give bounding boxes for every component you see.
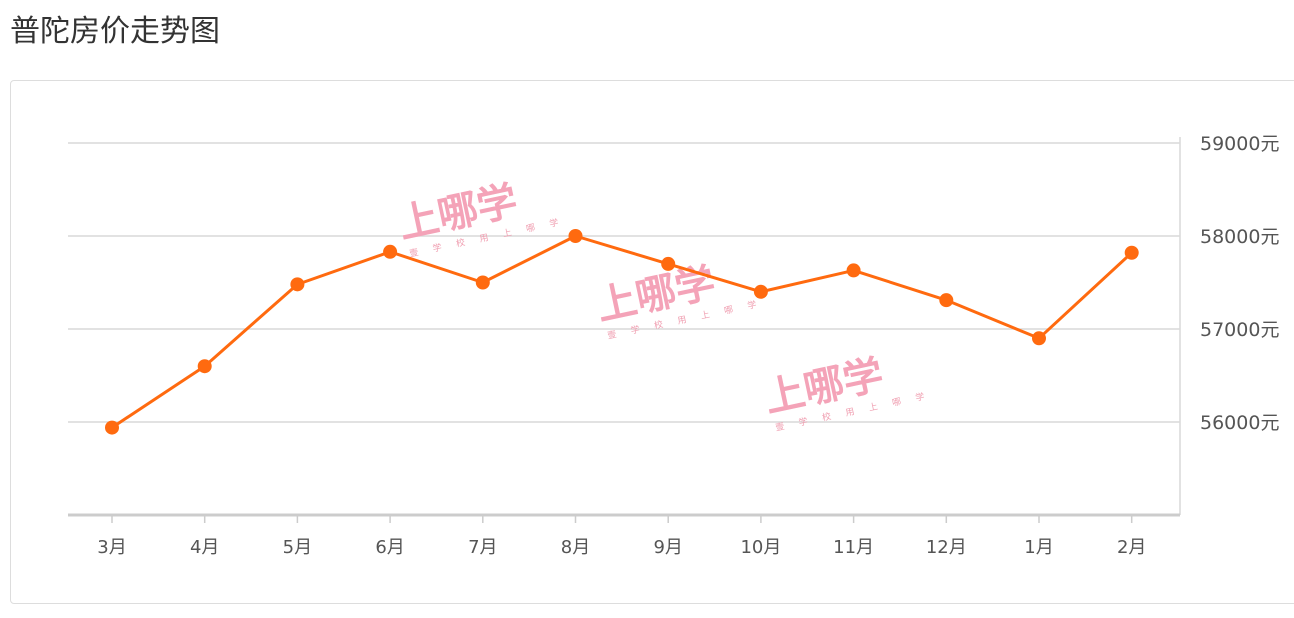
x-tick-label: 4月 xyxy=(190,537,219,558)
data-point[interactable] xyxy=(105,420,119,435)
labels-layer: 56000元 57000元 58000元 59000元 3月 4月 5月 6月 7月 8月 9月 10… xyxy=(97,133,1279,558)
series-line xyxy=(111,234,1133,429)
x-tick-label: 9月 xyxy=(653,537,682,558)
page-title: 普陀房价走势图 xyxy=(10,14,220,49)
data-point[interactable] xyxy=(475,275,490,290)
x-tick-label: 10月 xyxy=(740,537,781,558)
chart-card xyxy=(10,80,1294,604)
x-tick-label: 5月 xyxy=(283,537,312,558)
grid-layer xyxy=(68,137,1181,523)
data-point[interactable] xyxy=(1124,245,1139,260)
x-tick-label: 11月 xyxy=(833,537,874,558)
data-point[interactable] xyxy=(197,359,212,374)
data-point[interactable] xyxy=(846,263,861,278)
y-tick-label: 56000元 xyxy=(1200,412,1279,434)
data-point[interactable] xyxy=(1032,331,1046,346)
data-point[interactable] xyxy=(939,293,954,308)
x-tick-label: 6月 xyxy=(375,537,404,558)
y-tick-label: 57000元 xyxy=(1200,319,1279,341)
y-tick-label: 59000元 xyxy=(1200,133,1279,155)
x-tick-label: 3月 xyxy=(97,537,126,558)
data-point[interactable] xyxy=(383,244,398,259)
data-point[interactable] xyxy=(568,229,583,243)
x-tick-label: 1月 xyxy=(1024,537,1053,558)
series-layer xyxy=(105,229,1139,435)
x-tick-label: 7月 xyxy=(468,537,497,558)
x-tick-label: 2月 xyxy=(1117,537,1146,558)
x-tick-label: 8月 xyxy=(561,537,590,558)
data-point[interactable] xyxy=(661,256,676,271)
data-point[interactable] xyxy=(753,284,768,299)
x-tick-label: 12月 xyxy=(926,537,967,558)
y-tick-label: 58000元 xyxy=(1200,226,1279,248)
data-point[interactable] xyxy=(290,277,305,292)
